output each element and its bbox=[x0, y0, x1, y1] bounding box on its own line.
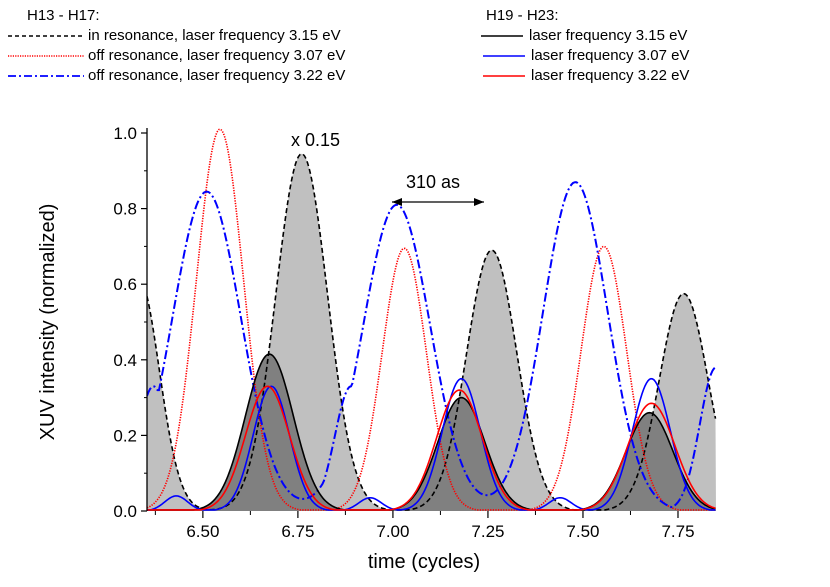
dashdot-line-swatch-icon bbox=[8, 75, 84, 77]
legend-h19-h23: H19 - H23: laser frequency 3.15 eV laser… bbox=[479, 6, 689, 86]
series-line bbox=[147, 128, 716, 511]
legend-label: off resonance, laser frequency 3.07 eV bbox=[88, 47, 346, 64]
legend-label: laser frequency 3.07 eV bbox=[531, 47, 690, 64]
x-axis-title: time (cycles) bbox=[368, 551, 480, 573]
y-tick-label: 0.2 bbox=[113, 426, 137, 445]
legend-header: H19 - H23: bbox=[486, 7, 559, 24]
series-line bbox=[147, 385, 716, 511]
y-axis-title: XUV intensity (normalized) bbox=[37, 204, 59, 441]
legend-header: H13 - H17: bbox=[27, 7, 100, 24]
legend-label: in resonance, laser frequency 3.15 eV bbox=[88, 27, 341, 44]
solid-black-line-swatch-icon bbox=[481, 35, 523, 37]
dashed-line-swatch-icon bbox=[8, 35, 84, 37]
y-tick-label: 1.0 bbox=[113, 124, 137, 143]
x-tick-label: 7.00 bbox=[376, 522, 409, 541]
x-tick-label: 6.75 bbox=[281, 522, 314, 541]
series-line bbox=[147, 377, 716, 511]
legend-item: off resonance, laser frequency 3.07 eV bbox=[8, 46, 345, 66]
series-line bbox=[147, 181, 717, 509]
y-tick-label: 0.0 bbox=[113, 502, 137, 521]
dotted-line-swatch-icon bbox=[8, 55, 84, 57]
axes: 0.0 0.2 0.4 0.6 0.8 1.0 6.50 6.75 7.00 7.25 7.50 7.… bbox=[113, 124, 694, 541]
x-tick-label: 7.50 bbox=[566, 522, 599, 541]
legend-label: off resonance, laser frequency 3.22 eV bbox=[88, 67, 346, 84]
legend-item: off resonance, laser frequency 3.22 eV bbox=[8, 66, 345, 86]
legend-item: laser frequency 3.22 eV bbox=[479, 66, 689, 86]
legend-h13-h17: H13 - H17: in resonance, laser frequency… bbox=[8, 6, 345, 86]
x-tick-label: 7.25 bbox=[471, 522, 504, 541]
y-tick-label: 0.4 bbox=[113, 351, 137, 370]
series-fill bbox=[147, 354, 716, 511]
y-tick-label: 0.6 bbox=[113, 275, 137, 294]
solid-red-line-swatch-icon bbox=[483, 75, 525, 77]
legend-item: laser frequency 3.15 eV bbox=[479, 26, 689, 46]
x-tick-label: 6.50 bbox=[186, 522, 219, 541]
legend-label: laser frequency 3.22 eV bbox=[531, 67, 690, 84]
filled-areas bbox=[147, 153, 716, 512]
series-line bbox=[147, 152, 717, 511]
scale-annotation: x 0.15 bbox=[291, 130, 340, 150]
series-curves bbox=[147, 128, 717, 511]
x-tick-label: 7.75 bbox=[661, 522, 694, 541]
solid-blue-line-swatch-icon bbox=[483, 55, 525, 57]
legend-item: in resonance, laser frequency 3.15 eV bbox=[8, 26, 345, 46]
y-tick-label: 0.8 bbox=[113, 200, 137, 219]
delay-arrow-icon bbox=[392, 198, 484, 206]
legend-label: laser frequency 3.15 eV bbox=[529, 27, 688, 44]
delay-annotation: 310 as bbox=[406, 172, 460, 192]
legend-item: laser frequency 3.07 eV bbox=[479, 46, 689, 66]
